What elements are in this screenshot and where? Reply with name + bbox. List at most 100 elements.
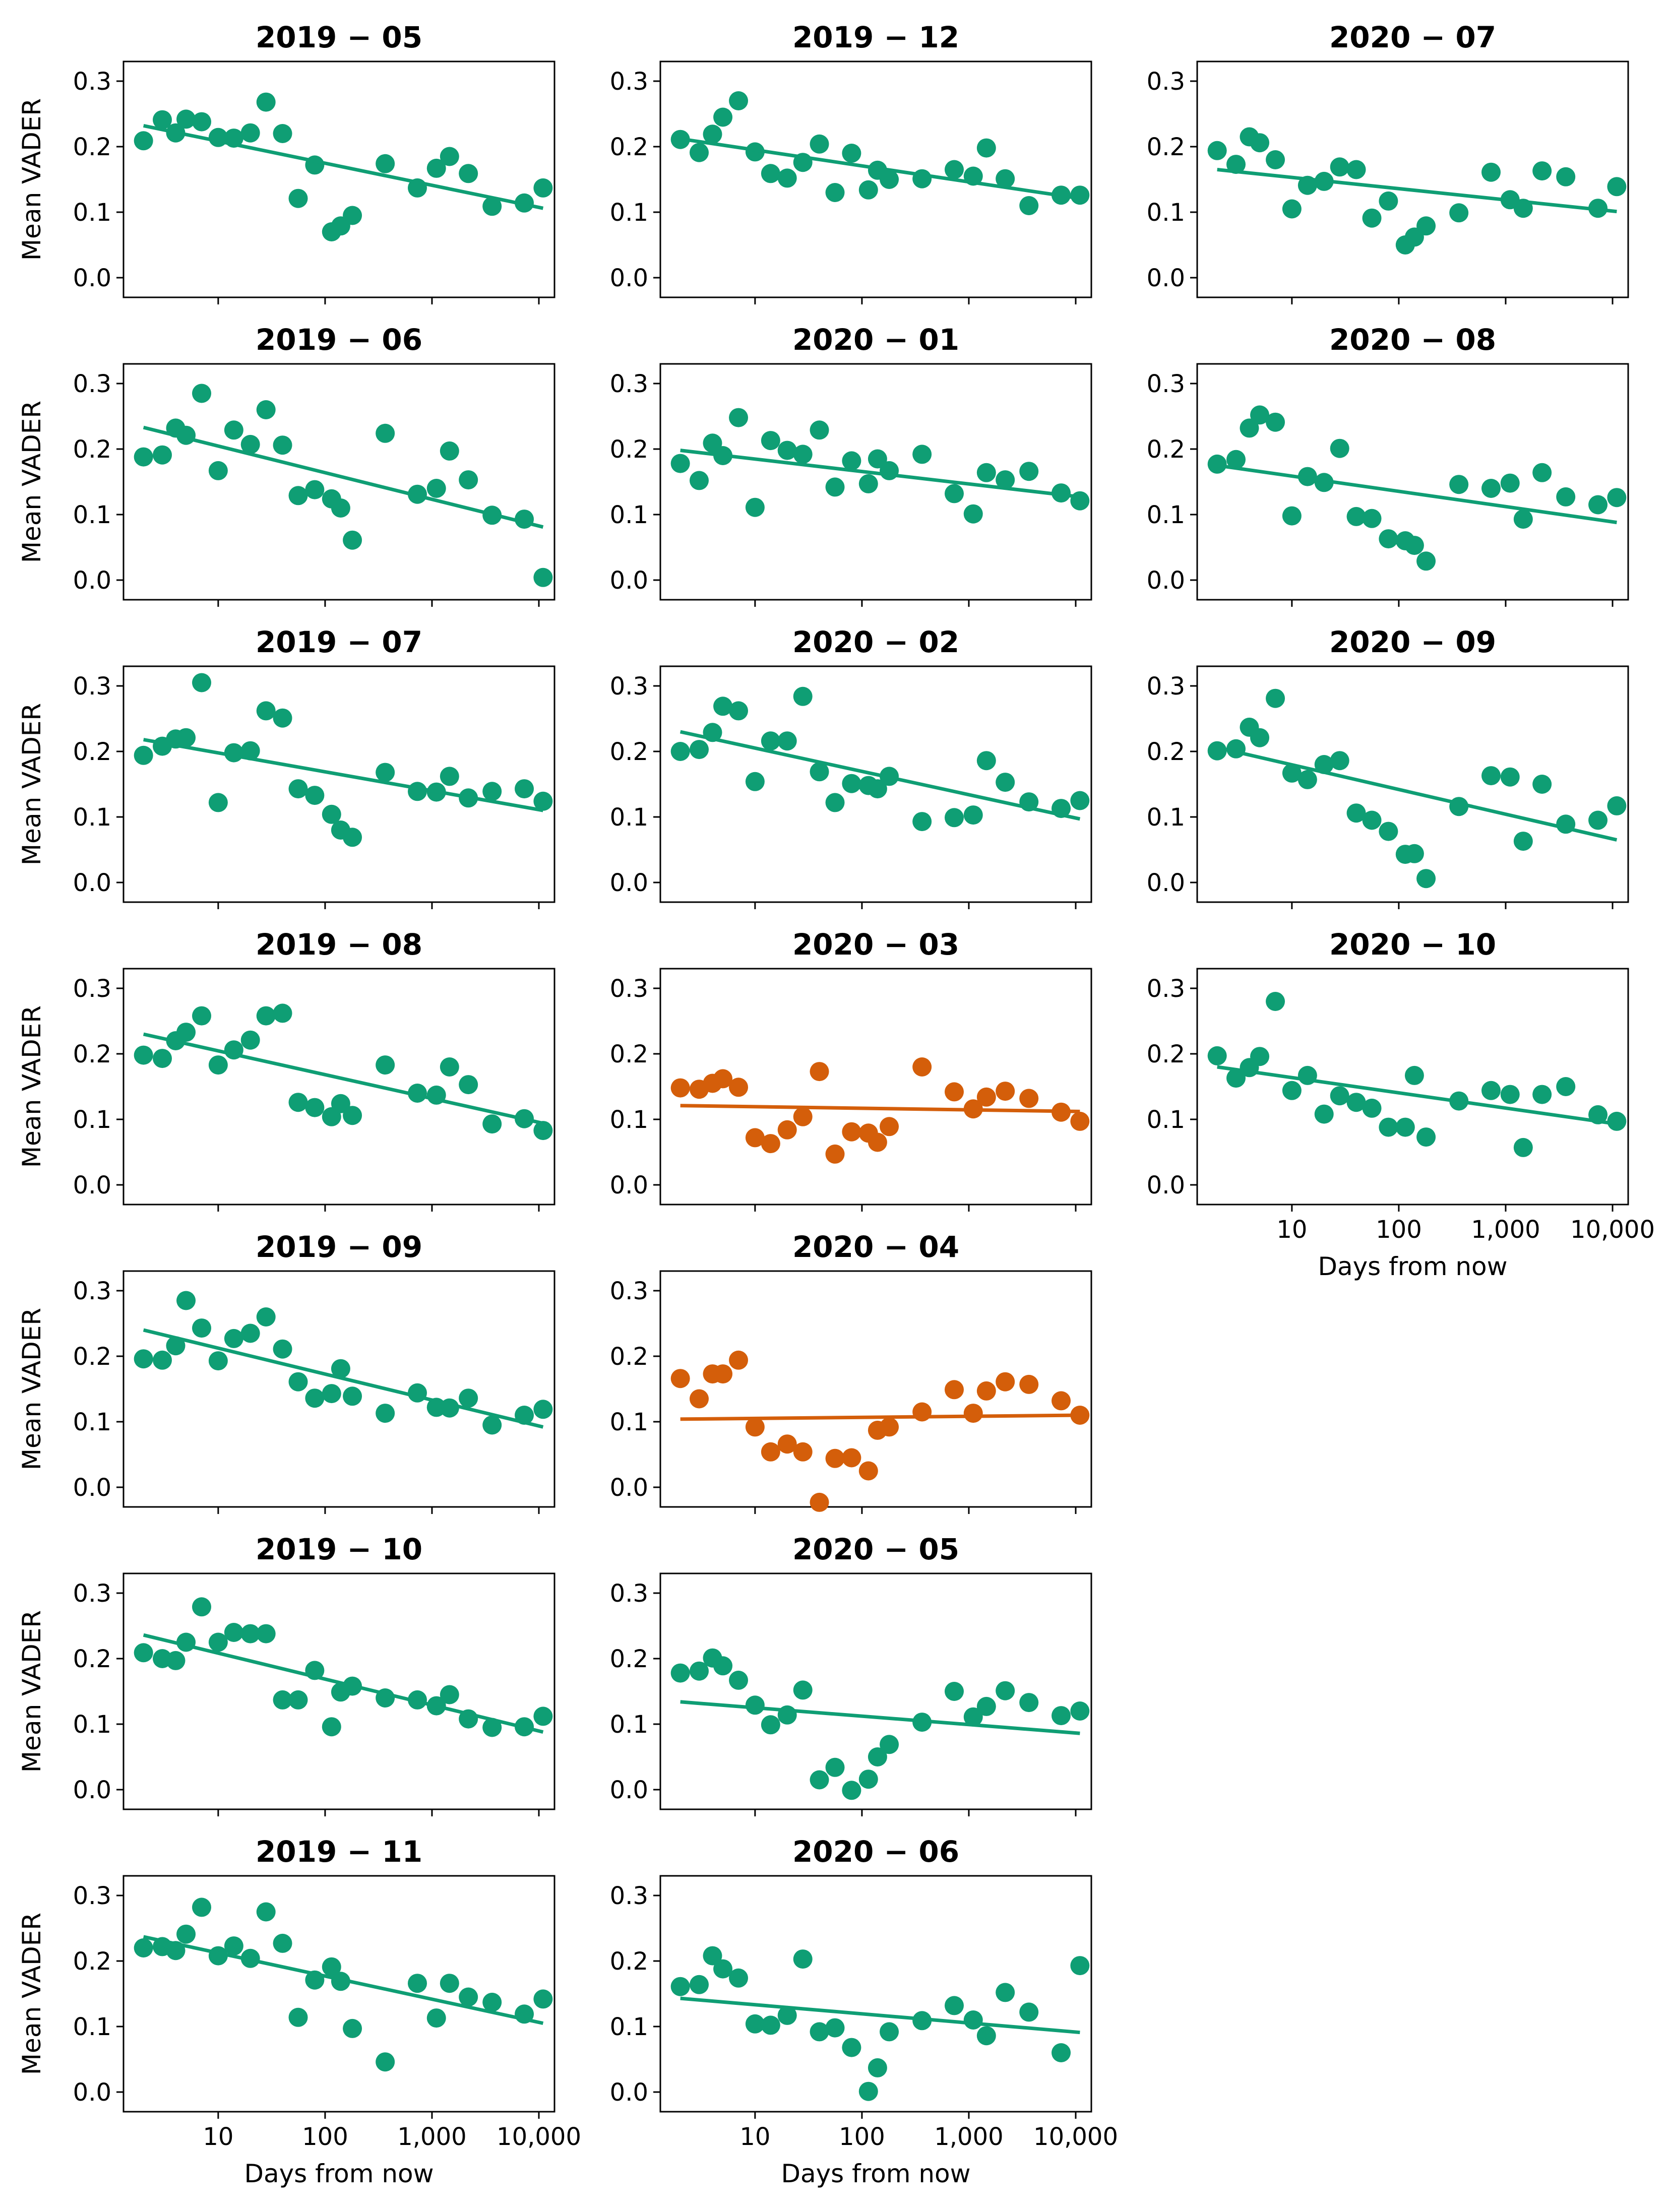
y-tick-label: 0.1 [1147, 803, 1185, 832]
data-point [745, 772, 765, 791]
y-tick-label: 0.3 [73, 672, 111, 701]
data-point [1297, 770, 1317, 789]
data-point [153, 110, 172, 130]
y-tick-label: 0.3 [73, 1882, 111, 1910]
data-point [1207, 1046, 1227, 1065]
panel-title: 2019 − 08 [256, 927, 422, 962]
data-point [944, 1682, 964, 1701]
data-point [1346, 803, 1366, 823]
data-point [825, 477, 845, 497]
data-point [288, 1372, 308, 1392]
x-axis-label: Days from now [244, 2159, 434, 2188]
data-point [880, 170, 899, 189]
data-point [868, 1747, 887, 1766]
data-point [963, 1707, 983, 1727]
data-point [912, 1402, 932, 1422]
y-tick-label: 0.2 [610, 738, 648, 766]
y-tick-label: 0.3 [610, 370, 648, 398]
axes-frame [659, 1572, 1092, 1810]
axes-frame [1196, 968, 1629, 1206]
data-point [976, 1087, 996, 1107]
data-point [1404, 844, 1424, 863]
data-point [1532, 1085, 1552, 1104]
data-point [825, 793, 845, 812]
data-point [944, 808, 964, 828]
y-axis-label: Mean VADER [17, 703, 46, 865]
panel-title: 2019 − 11 [256, 1835, 422, 1869]
y-axis-label: Mean VADER [17, 1913, 46, 2075]
data-point [533, 1121, 553, 1141]
data-point [729, 91, 749, 110]
y-tick-label: 0.2 [610, 1645, 648, 1673]
data-point [1513, 832, 1533, 851]
data-point [134, 1938, 153, 1957]
data-point [842, 774, 861, 793]
panel-title: 2020 − 08 [1329, 323, 1496, 357]
data-point [777, 2005, 797, 2025]
data-point [868, 1132, 887, 1152]
data-point [1282, 763, 1302, 783]
trend-line [680, 137, 1080, 201]
data-point [134, 1643, 153, 1663]
data-point [482, 1415, 502, 1435]
trend-line [1217, 168, 1617, 214]
data-point [868, 2058, 887, 2077]
data-point [793, 1442, 813, 1462]
y-tick-label: 0.0 [73, 2078, 111, 2107]
panel-title: 2020 − 02 [792, 625, 959, 659]
y-tick-label: 0.0 [1147, 566, 1185, 595]
data-point [134, 745, 153, 765]
data-point [240, 1030, 260, 1050]
x-tick-label: 10 [1276, 1216, 1307, 1244]
y-tick-label: 0.0 [73, 566, 111, 595]
data-point [1346, 1093, 1366, 1112]
x-tick-label: 10,000 [1033, 2123, 1118, 2151]
y-tick-label: 0.1 [73, 1106, 111, 1134]
data-point [810, 134, 829, 154]
data-point [343, 828, 362, 847]
trend-line [679, 730, 1081, 821]
data-point [322, 1384, 341, 1404]
y-tick-label: 0.2 [73, 1947, 111, 1976]
data-point [192, 1597, 212, 1617]
data-point [305, 1388, 325, 1408]
data-point [670, 1977, 690, 1996]
trend-line [143, 738, 543, 812]
data-point [729, 1968, 749, 1988]
data-point [1500, 1085, 1520, 1104]
data-point [224, 1936, 243, 1956]
data-point [176, 1924, 196, 1944]
data-point [134, 131, 153, 151]
data-point [1481, 162, 1501, 182]
data-point [166, 1651, 186, 1670]
data-point [670, 742, 690, 761]
data-point [134, 1349, 153, 1369]
data-point [1266, 992, 1285, 1011]
data-point [1070, 1956, 1090, 1976]
data-point [880, 2022, 899, 2042]
data-point [1052, 2043, 1071, 2062]
panel-title: 2020 − 06 [792, 1835, 959, 1869]
data-point [880, 1735, 899, 1754]
data-point [745, 1128, 765, 1148]
data-point [273, 708, 292, 728]
data-point [256, 1902, 276, 1922]
data-point [745, 142, 765, 162]
data-point [810, 1492, 829, 1512]
data-point [1416, 869, 1436, 889]
data-point [1481, 766, 1501, 786]
data-point [256, 1307, 276, 1326]
data-point [331, 1094, 350, 1113]
data-point [376, 154, 395, 173]
data-point [192, 1898, 212, 1917]
y-tick-label: 0.2 [1147, 1040, 1185, 1068]
data-point [745, 1417, 765, 1437]
data-point [166, 1336, 186, 1356]
trend-line [680, 1104, 1080, 1113]
axes-frame [659, 1270, 1092, 1508]
data-point [208, 1351, 228, 1371]
data-point [793, 686, 813, 706]
data-point [1052, 1706, 1071, 1726]
data-point [1379, 191, 1398, 211]
panel-2020-04: 2020 − 04 0.0 0.1 0.2 0.3 [610, 1230, 1092, 1514]
